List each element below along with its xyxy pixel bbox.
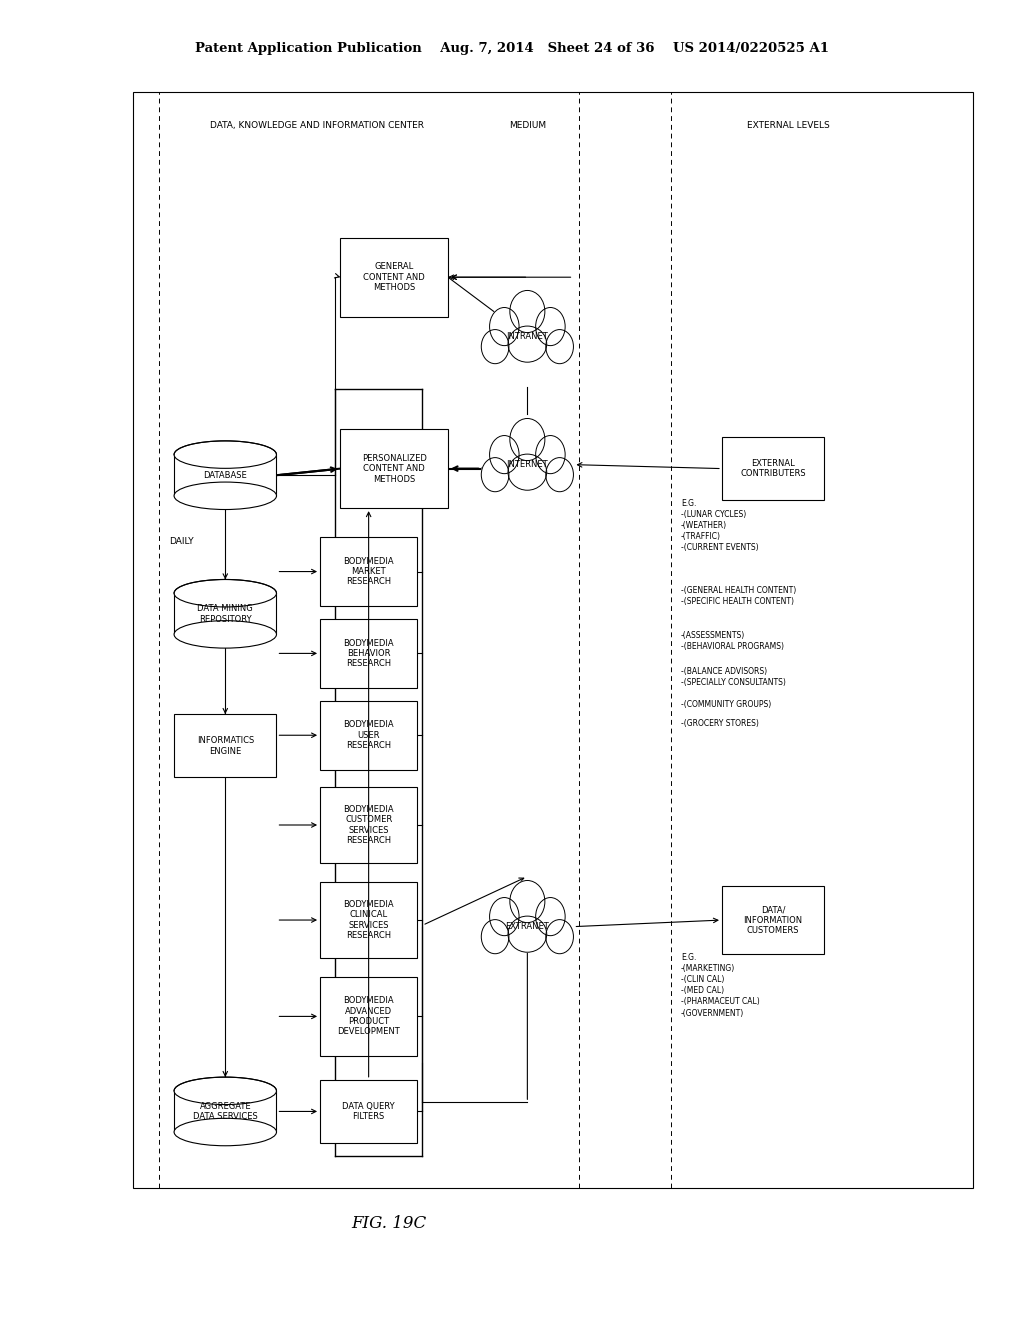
Text: -(GENERAL HEALTH CONTENT)
-(SPECIFIC HEALTH CONTENT): -(GENERAL HEALTH CONTENT) -(SPECIFIC HEA…	[681, 586, 797, 606]
Bar	[174, 593, 276, 635]
Ellipse shape	[174, 579, 276, 607]
Ellipse shape	[510, 880, 545, 923]
Bar	[133, 92, 973, 1188]
Text: MEDIUM: MEDIUM	[509, 121, 546, 129]
Bar	[722, 437, 824, 500]
Text: BODYMEDIA
BEHAVIOR
RESEARCH: BODYMEDIA BEHAVIOR RESEARCH	[343, 639, 394, 668]
Bar	[319, 537, 418, 606]
Ellipse shape	[174, 1077, 276, 1105]
Text: Patent Application Publication    Aug. 7, 2014   Sheet 24 of 36    US 2014/02205: Patent Application Publication Aug. 7, 2…	[195, 42, 829, 55]
Ellipse shape	[481, 458, 509, 492]
Text: BODYMEDIA
ADVANCED
PRODUCT
DEVELOPMENT: BODYMEDIA ADVANCED PRODUCT DEVELOPMENT	[337, 997, 400, 1036]
Ellipse shape	[536, 436, 565, 474]
Ellipse shape	[546, 458, 573, 492]
Text: -(COMMUNITY GROUPS): -(COMMUNITY GROUPS)	[681, 700, 771, 709]
Text: EXTERNAL LEVELS: EXTERNAL LEVELS	[748, 121, 829, 129]
Ellipse shape	[546, 330, 573, 364]
Bar	[319, 882, 418, 958]
Text: DATA/
INFORMATION
CUSTOMERS: DATA/ INFORMATION CUSTOMERS	[743, 906, 803, 935]
Ellipse shape	[489, 436, 519, 474]
Bar	[340, 238, 449, 317]
Ellipse shape	[508, 454, 547, 490]
Ellipse shape	[174, 620, 276, 648]
Ellipse shape	[536, 898, 565, 936]
Bar	[319, 701, 418, 770]
Text: FIG. 19C: FIG. 19C	[351, 1216, 427, 1232]
Bar	[174, 1090, 276, 1133]
Text: BODYMEDIA
USER
RESEARCH: BODYMEDIA USER RESEARCH	[343, 721, 394, 750]
Text: PERSONALIZED
CONTENT AND
METHODS: PERSONALIZED CONTENT AND METHODS	[361, 454, 427, 483]
Ellipse shape	[510, 418, 545, 461]
Text: INFORMATICS
ENGINE: INFORMATICS ENGINE	[197, 737, 254, 755]
Bar	[319, 619, 418, 688]
Ellipse shape	[508, 326, 547, 362]
Text: EXTERNAL
CONTRIBUTERS: EXTERNAL CONTRIBUTERS	[740, 459, 806, 478]
Text: EXTRANET: EXTRANET	[506, 923, 549, 931]
Text: INTERNET: INTERNET	[507, 461, 548, 469]
Ellipse shape	[174, 1118, 276, 1146]
Text: -(ASSESSMENTS)
-(BEHAVIORAL PROGRAMS): -(ASSESSMENTS) -(BEHAVIORAL PROGRAMS)	[681, 631, 784, 651]
Bar	[174, 714, 276, 777]
Text: -(GROCERY STORES): -(GROCERY STORES)	[681, 719, 759, 729]
Bar	[319, 787, 418, 863]
Ellipse shape	[546, 920, 573, 954]
Text: INTRANET: INTRANET	[507, 333, 548, 341]
Text: GENERAL
CONTENT AND
METHODS: GENERAL CONTENT AND METHODS	[364, 263, 425, 292]
Text: BODYMEDIA
MARKET
RESEARCH: BODYMEDIA MARKET RESEARCH	[343, 557, 394, 586]
Text: DATA, KNOWLEDGE AND INFORMATION CENTER: DATA, KNOWLEDGE AND INFORMATION CENTER	[211, 121, 424, 129]
Text: DATA QUERY
FILTERS: DATA QUERY FILTERS	[342, 1102, 395, 1121]
Bar	[340, 429, 449, 508]
Ellipse shape	[489, 308, 519, 346]
Text: DAILY: DAILY	[169, 537, 194, 545]
Text: DATA MINING
REPOSITORY: DATA MINING REPOSITORY	[198, 605, 253, 623]
Text: E.G.
-(LUNAR CYCLES)
-(WEATHER)
-(TRAFFIC)
-(CURRENT EVENTS): E.G. -(LUNAR CYCLES) -(WEATHER) -(TRAFFI…	[681, 499, 759, 552]
Ellipse shape	[481, 920, 509, 954]
Ellipse shape	[508, 916, 547, 952]
Ellipse shape	[489, 898, 519, 936]
Text: BODYMEDIA
CUSTOMER
SERVICES
RESEARCH: BODYMEDIA CUSTOMER SERVICES RESEARCH	[343, 805, 394, 845]
Text: AGGREGATE
DATA SERVICES: AGGREGATE DATA SERVICES	[193, 1102, 258, 1121]
Bar	[319, 1080, 418, 1143]
Ellipse shape	[536, 308, 565, 346]
Bar	[319, 977, 418, 1056]
Ellipse shape	[481, 330, 509, 364]
Text: E.G.
-(MARKETING)
-(CLIN CAL)
-(MED CAL)
-(PHARMACEUT CAL)
-(GOVERNMENT): E.G. -(MARKETING) -(CLIN CAL) -(MED CAL)…	[681, 953, 760, 1018]
Bar	[174, 454, 276, 496]
Text: -(BALANCE ADVISORS)
-(SPECIALLY CONSULTANTS): -(BALANCE ADVISORS) -(SPECIALLY CONSULTA…	[681, 667, 785, 686]
Bar	[722, 886, 824, 954]
Ellipse shape	[174, 441, 276, 469]
Text: BODYMEDIA
CLINICAL
SERVICES
RESEARCH: BODYMEDIA CLINICAL SERVICES RESEARCH	[343, 900, 394, 940]
Ellipse shape	[174, 482, 276, 510]
Text: DATABASE: DATABASE	[204, 471, 247, 479]
Ellipse shape	[510, 290, 545, 333]
